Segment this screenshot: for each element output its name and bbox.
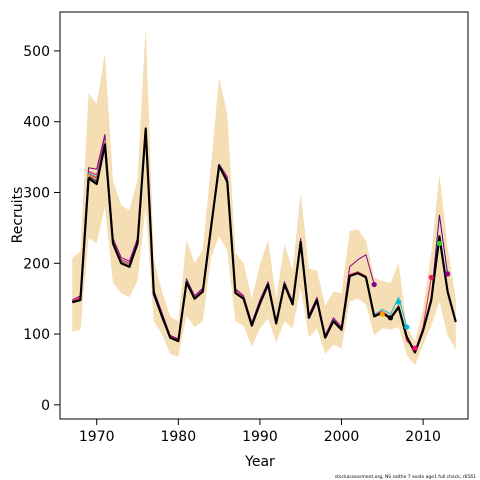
x-tick-label: 1990 xyxy=(242,429,278,445)
y-axis-ticks: 0 100 200 300 400 500 xyxy=(23,44,60,414)
x-axis-ticks: 1970 1980 1990 2000 2010 xyxy=(79,419,441,445)
source-footnote: stockassessment.org, NS saithe 7 exidx a… xyxy=(335,474,476,480)
y-tick-label: 100 xyxy=(23,327,50,343)
series-endpoint-marker xyxy=(396,299,402,305)
y-tick-label: 500 xyxy=(23,44,50,60)
x-tick-label: 2000 xyxy=(324,429,360,445)
x-axis-title: Year xyxy=(244,454,275,470)
y-tick-label: 0 xyxy=(41,398,50,414)
endpoint-marker-layer xyxy=(371,240,451,351)
x-tick-label: 1970 xyxy=(79,429,115,445)
series-endpoint-marker xyxy=(445,271,451,277)
series-endpoint-marker xyxy=(428,274,434,280)
series-layer xyxy=(71,126,457,354)
confidence-band xyxy=(72,26,456,366)
y-axis-title: Recruits xyxy=(10,187,26,244)
series-endpoint-marker xyxy=(412,345,418,351)
confidence-band-layer xyxy=(72,26,456,366)
y-tick-label: 200 xyxy=(23,256,50,272)
y-tick-label: 400 xyxy=(23,115,50,131)
series-endpoint-marker xyxy=(371,281,377,288)
series-endpoint-marker xyxy=(404,324,410,330)
series-endpoint-marker xyxy=(436,240,442,247)
series-endpoint-marker xyxy=(387,315,394,321)
y-tick-label: 300 xyxy=(23,185,50,201)
x-tick-label: 1980 xyxy=(160,429,196,445)
plot-frame xyxy=(59,11,469,420)
x-tick-label: 2010 xyxy=(405,429,441,445)
series-endpoint-marker xyxy=(379,311,385,317)
